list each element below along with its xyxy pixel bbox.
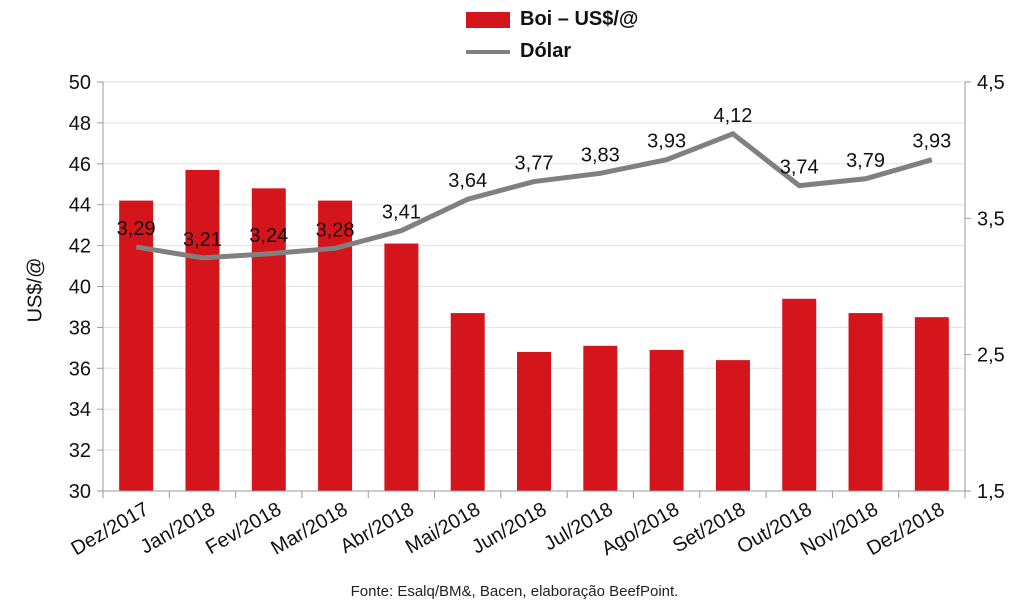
bar <box>185 169 220 491</box>
y-tick-label: 38 <box>69 317 91 339</box>
x-tick-label: Jun/2018 <box>468 498 550 558</box>
data-label: 3,79 <box>846 150 885 172</box>
data-label: 3,24 <box>249 225 288 247</box>
x-tick-label: Set/2018 <box>669 498 749 557</box>
data-label: 3,93 <box>912 131 951 153</box>
x-tick-label: Abr/2018 <box>337 498 418 558</box>
x-tick-label: Dez/2017 <box>68 498 153 560</box>
y-tick-label: 42 <box>69 236 91 258</box>
bar <box>782 298 817 491</box>
bar <box>715 360 750 491</box>
y-tick-label: 44 <box>69 195 91 217</box>
y-tick-label: 30 <box>69 481 91 503</box>
data-label: 3,93 <box>647 131 686 153</box>
y-tick-label: 34 <box>69 399 91 421</box>
data-label: 3,74 <box>780 157 819 179</box>
bar <box>119 200 154 492</box>
bar <box>914 317 949 491</box>
bar <box>649 349 684 491</box>
legend-item-dolar: Dólar <box>466 40 571 63</box>
y-tick-label: 50 <box>69 72 91 94</box>
data-label: 4,12 <box>713 105 752 127</box>
legend-label-dolar: Dólar <box>520 40 572 62</box>
bar <box>251 188 286 491</box>
y-tick-label: 40 <box>69 277 91 299</box>
y2-tick-label: 3,5 <box>977 208 1005 230</box>
legend-label-boi: Boi – US$/@ <box>520 8 639 30</box>
legend-swatch-bar <box>466 11 510 28</box>
y-tick-label: 48 <box>69 113 91 135</box>
bar <box>517 351 551 491</box>
y-tick-label: 46 <box>69 154 91 176</box>
bar <box>583 345 618 491</box>
x-tick-label: Mai/2018 <box>402 498 484 558</box>
y2-tick-label: 2,5 <box>977 345 1005 367</box>
bar <box>384 243 419 491</box>
data-label: 3,64 <box>448 170 487 192</box>
y2-tick-label: 1,5 <box>977 481 1005 503</box>
data-label: 3,28 <box>316 219 355 241</box>
data-label: 3,29 <box>117 218 156 240</box>
legend-swatch-line <box>466 49 510 54</box>
data-label: 3,83 <box>581 144 620 166</box>
data-label: 3,41 <box>382 202 421 224</box>
y-tick-label: 32 <box>69 440 91 462</box>
y2-tick-label: 4,5 <box>977 72 1005 94</box>
bar <box>450 313 485 491</box>
legend-item-boi: Boi – US$/@ <box>466 8 638 31</box>
y-tick-label: 36 <box>69 358 91 380</box>
source-note: Fonte: Esalq/BM&, Bacen, elaboração Beef… <box>350 583 679 600</box>
chart: 30 32 34 36 38 40 42 44 46 48 50 1,5 2,5 3,5 4,5 3,29 3,… <box>68 72 1005 560</box>
data-label: 3,21 <box>183 229 222 251</box>
x-tick-label: Mar/2018 <box>267 498 351 559</box>
data-label: 3,77 <box>515 153 554 175</box>
bar <box>848 313 883 491</box>
